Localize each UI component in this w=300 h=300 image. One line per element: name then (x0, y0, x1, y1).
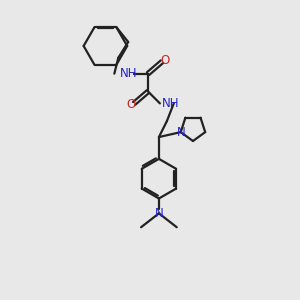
Text: N: N (177, 126, 186, 139)
Text: O: O (160, 54, 170, 67)
Text: O: O (127, 98, 136, 111)
Text: NH: NH (120, 67, 138, 80)
Text: NH: NH (162, 97, 179, 110)
Text: N: N (154, 207, 163, 220)
